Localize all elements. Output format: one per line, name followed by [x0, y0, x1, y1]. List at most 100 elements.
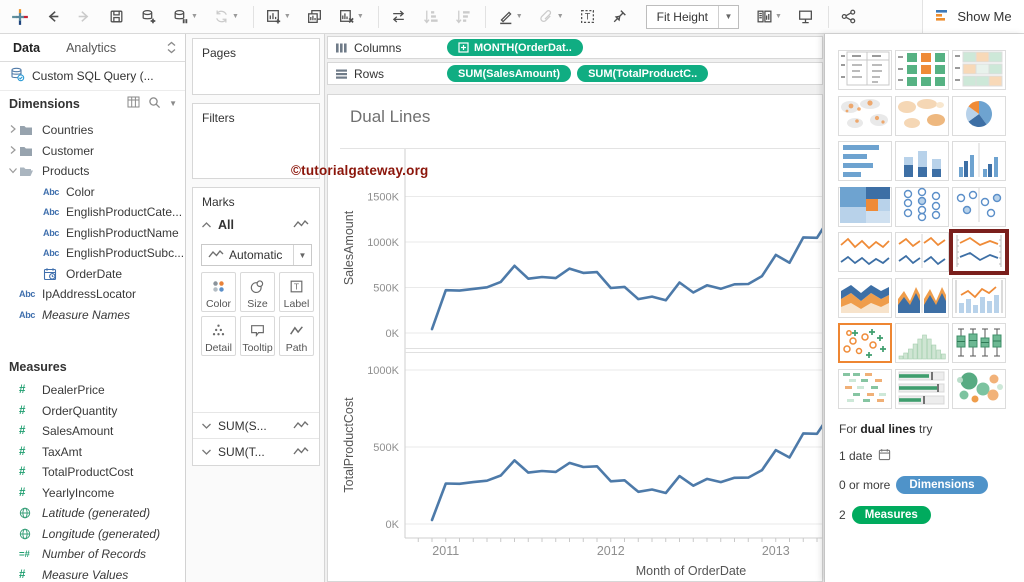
show-me-button[interactable]: Show Me [922, 0, 1024, 33]
chevron-right-icon[interactable] [6, 123, 19, 137]
chevron-right-icon[interactable] [6, 144, 19, 158]
show-me-heat-map[interactable] [952, 50, 1006, 90]
presentation-mode-button[interactable] [794, 6, 817, 27]
rows-pill[interactable]: SUM(TotalProductC.. [577, 65, 709, 82]
clear-sheet-button[interactable]: ▼ [335, 6, 367, 27]
measure-field[interactable]: # Measure Values [0, 565, 185, 582]
marks-color-button[interactable]: Color [201, 272, 236, 312]
show-me-area-discrete[interactable] [895, 277, 949, 318]
show-me-discrete-lines[interactable] [895, 232, 949, 272]
dual-line-chart[interactable]: 0K 500K 1000K 1500K SalesAmount 0K 500K 1000K To… [328, 95, 822, 581]
dimension-field[interactable]: Abc IpAddressLocator [0, 284, 185, 305]
show-me-dual-lines[interactable] [949, 229, 1009, 275]
measure-field[interactable]: # TaxAmt [0, 442, 185, 463]
show-me-continuous-lines[interactable] [838, 232, 892, 272]
marks-measure-section[interactable]: SUM(S... [193, 412, 319, 438]
show-me-pie-chart[interactable] [952, 95, 1006, 136]
show-me-filled-map[interactable] [895, 95, 949, 136]
show-me-horizontal-bars[interactable] [838, 141, 892, 181]
highlight-button[interactable]: ▼ [494, 6, 526, 27]
measure-field[interactable]: # YearlyIncome [0, 483, 185, 504]
dimension-field[interactable]: Abc Measure Names [0, 305, 185, 326]
show-me-dual-combination[interactable] [952, 277, 1006, 318]
dimension-field[interactable]: Abc Color [0, 182, 185, 203]
show-me-gantt[interactable] [838, 368, 892, 409]
dimension-field[interactable]: Abc EnglishProductSubc... [0, 243, 185, 264]
chevron-down-icon[interactable]: ▼ [717, 5, 738, 28]
hint-measures-pill[interactable]: Measures [851, 506, 931, 524]
marks-label-button[interactable]: T Label [279, 272, 314, 312]
svg-text:SalesAmount: SalesAmount [342, 210, 356, 285]
show-me-highlight-table[interactable] [895, 50, 949, 90]
new-worksheet-button[interactable]: ▼ [262, 6, 294, 27]
show-me-side-by-side-bars[interactable] [952, 141, 1006, 181]
show-me-area-continuous[interactable] [838, 277, 892, 318]
chevron-down-icon[interactable] [6, 164, 19, 178]
svg-text:Month of OrderDate: Month of OrderDate [636, 564, 747, 578]
search-icon[interactable] [148, 96, 161, 112]
svg-text:2013: 2013 [762, 544, 790, 558]
show-me-histogram[interactable] [895, 323, 949, 363]
share-button[interactable] [837, 6, 860, 27]
show-hide-cards-button[interactable]: ▼ [753, 6, 785, 27]
view-data-icon[interactable] [127, 96, 140, 111]
fit-selector[interactable]: Fit Height ▼ [645, 4, 739, 29]
duplicate-sheet-button[interactable] [303, 6, 326, 27]
measure-field[interactable]: Latitude (generated) [0, 503, 185, 524]
hint-dimensions-pill[interactable]: Dimensions [896, 476, 988, 494]
dimension-field[interactable]: OrderDate [0, 264, 185, 285]
measure-field[interactable]: Longitude (generated) [0, 524, 185, 545]
show-me-treemap[interactable] [838, 186, 892, 227]
expand-icon[interactable] [458, 42, 469, 53]
marks-measure-section[interactable]: SUM(T... [193, 438, 319, 464]
pane-collapse-icon[interactable] [166, 41, 177, 57]
show-me-symbol-map[interactable] [838, 95, 892, 136]
chevron-down-icon[interactable]: ▼ [169, 99, 177, 108]
chevron-down-icon[interactable]: ▼ [293, 245, 311, 265]
save-button[interactable] [105, 6, 128, 27]
measure-field[interactable]: # OrderQuantity [0, 401, 185, 422]
show-me-circle-views[interactable] [895, 186, 949, 227]
tab-analytics[interactable]: Analytics [66, 40, 117, 55]
chevron-down-icon[interactable] [201, 445, 212, 459]
show-me-bullet-graph[interactable] [895, 368, 949, 409]
show-me-side-by-side-circles[interactable] [952, 186, 1006, 227]
show-me-packed-bubbles[interactable] [952, 368, 1006, 409]
columns-shelf[interactable]: Columns MONTH(OrderDat.. [327, 36, 823, 59]
show-me-box-and-whisker[interactable] [952, 323, 1006, 363]
pages-shelf[interactable]: Pages [192, 38, 320, 95]
columns-pill[interactable]: MONTH(OrderDat.. [447, 39, 583, 56]
show-me-stacked-bars[interactable] [895, 141, 949, 181]
measure-field[interactable]: # TotalProductCost [0, 462, 185, 483]
datasource-item[interactable]: Custom SQL Query (... [0, 62, 185, 89]
filters-shelf[interactable]: Filters [192, 103, 320, 179]
marks-tooltip-button[interactable]: Tooltip [240, 316, 275, 356]
rows-shelf[interactable]: Rows SUM(SalesAmount) SUM(TotalProductC.. [327, 62, 823, 85]
measure-field[interactable]: # SalesAmount [0, 421, 185, 442]
pause-updates-button[interactable]: ▼ [169, 6, 201, 27]
measure-field[interactable]: # DealerPrice [0, 380, 185, 401]
dimension-field[interactable]: Abc EnglishProductCate... [0, 202, 185, 223]
show-mark-labels-button[interactable]: T [576, 6, 599, 27]
dimension-field[interactable]: Customer [0, 141, 185, 162]
dimension-field[interactable]: Abc EnglishProductName [0, 223, 185, 244]
show-me-text-table[interactable] [838, 50, 892, 90]
rows-pill[interactable]: SUM(SalesAmount) [447, 65, 572, 82]
mark-type-dropdown[interactable]: Automatic ▼ [201, 244, 312, 266]
marks-size-button[interactable]: Size [240, 272, 275, 312]
dimension-field[interactable]: Countries [0, 120, 185, 141]
pie-chart-icon [953, 95, 1005, 136]
dimension-field[interactable]: Products [0, 161, 185, 182]
marks-detail-button[interactable]: Detail [201, 316, 236, 356]
marks-path-button[interactable]: Path [279, 316, 314, 356]
fix-axes-button[interactable] [608, 6, 631, 27]
tab-data[interactable]: Data [13, 40, 41, 55]
marks-all-row[interactable]: All [193, 212, 319, 238]
show-me-scatter-plot[interactable] [838, 323, 892, 363]
chevron-down-icon[interactable] [201, 419, 212, 433]
measure-field[interactable]: =# Number of Records [0, 544, 185, 565]
swap-axes-button[interactable] [387, 6, 410, 27]
add-datasource-button[interactable] [137, 6, 160, 27]
tableau-logo[interactable] [8, 6, 32, 28]
undo-button[interactable] [41, 6, 64, 27]
